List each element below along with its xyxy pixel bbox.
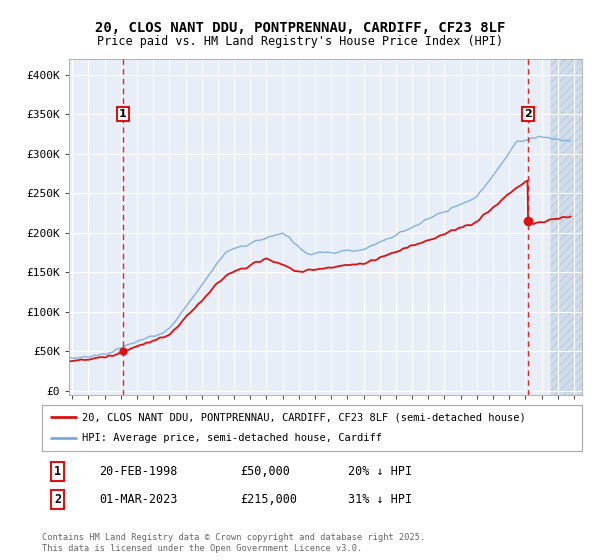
- Bar: [551, 59, 582, 395]
- Text: 20, CLOS NANT DDU, PONTPRENNAU, CARDIFF, CF23 8LF (semi-detached house): 20, CLOS NANT DDU, PONTPRENNAU, CARDIFF,…: [83, 412, 526, 422]
- Text: 1: 1: [54, 465, 61, 478]
- Text: 01-MAR-2023: 01-MAR-2023: [99, 493, 178, 506]
- Text: 31% ↓ HPI: 31% ↓ HPI: [348, 493, 412, 506]
- Text: Price paid vs. HM Land Registry's House Price Index (HPI): Price paid vs. HM Land Registry's House …: [97, 35, 503, 48]
- Text: £50,000: £50,000: [240, 465, 290, 478]
- Text: 20% ↓ HPI: 20% ↓ HPI: [348, 465, 412, 478]
- Text: 20-FEB-1998: 20-FEB-1998: [99, 465, 178, 478]
- Text: HPI: Average price, semi-detached house, Cardiff: HPI: Average price, semi-detached house,…: [83, 433, 383, 444]
- Text: £215,000: £215,000: [240, 493, 297, 506]
- Text: 1: 1: [119, 109, 127, 119]
- Text: 2: 2: [524, 109, 532, 119]
- Text: 2: 2: [54, 493, 61, 506]
- Bar: [551, 59, 582, 395]
- Text: Contains HM Land Registry data © Crown copyright and database right 2025.
This d: Contains HM Land Registry data © Crown c…: [42, 533, 425, 553]
- Text: 20, CLOS NANT DDU, PONTPRENNAU, CARDIFF, CF23 8LF: 20, CLOS NANT DDU, PONTPRENNAU, CARDIFF,…: [95, 21, 505, 35]
